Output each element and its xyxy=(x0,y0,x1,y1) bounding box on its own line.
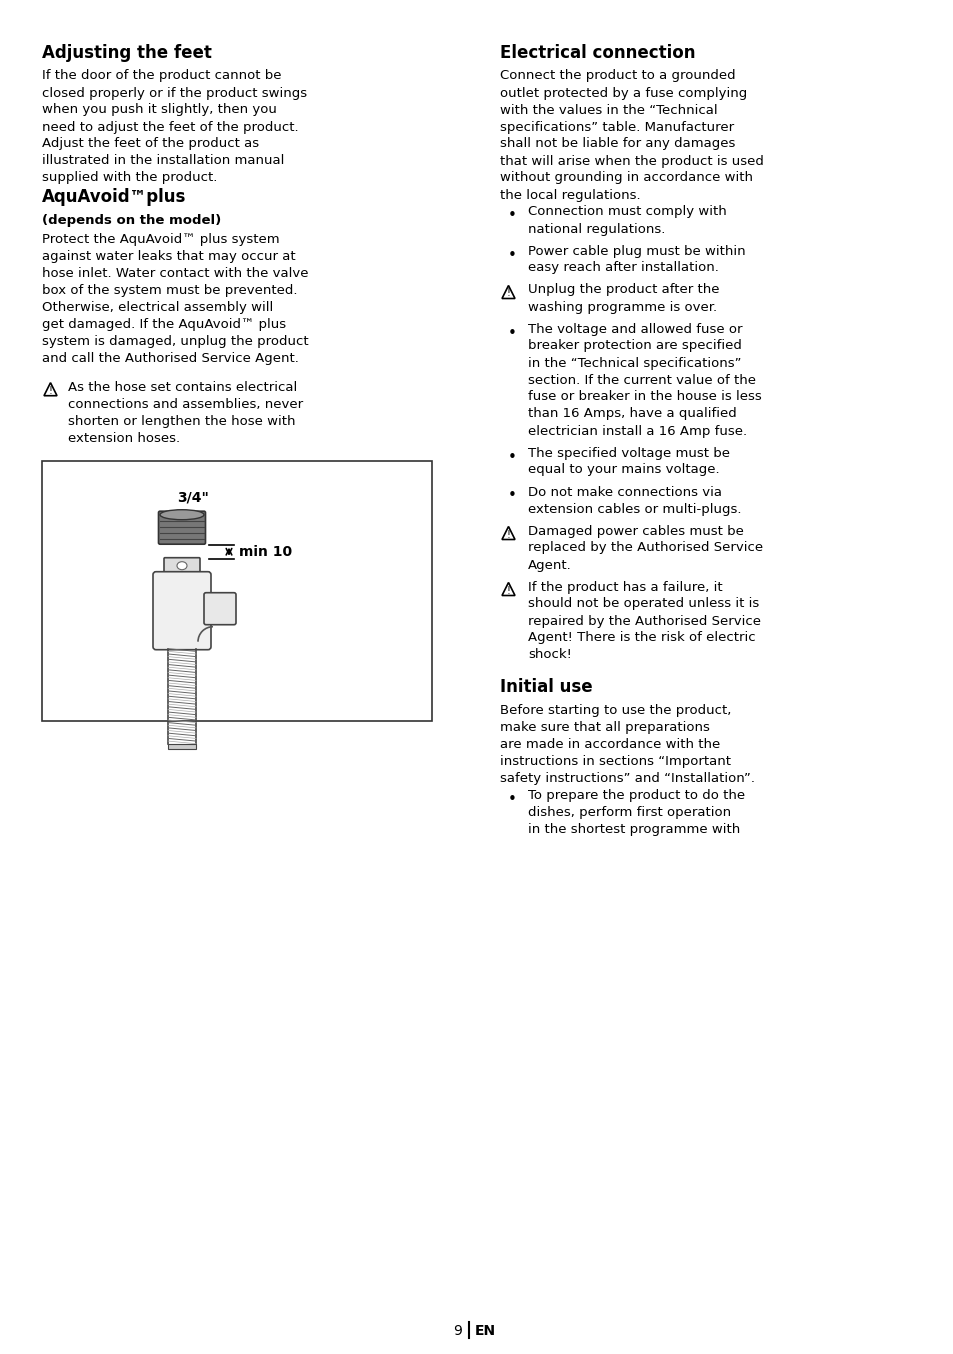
Text: !: ! xyxy=(506,529,510,539)
Text: Before starting to use the product,: Before starting to use the product, xyxy=(499,704,731,718)
Text: closed properly or if the product swings: closed properly or if the product swings xyxy=(42,87,307,99)
Text: and call the Authorised Service Agent.: and call the Authorised Service Agent. xyxy=(42,352,298,364)
Text: •: • xyxy=(507,792,517,807)
Text: •: • xyxy=(507,209,517,223)
Text: get damaged. If the AquAvoid™ plus: get damaged. If the AquAvoid™ plus xyxy=(42,318,286,330)
Text: repaired by the Authorised Service: repaired by the Authorised Service xyxy=(527,615,760,627)
Text: Electrical connection: Electrical connection xyxy=(499,43,695,62)
Text: illustrated in the installation manual: illustrated in the installation manual xyxy=(42,154,284,168)
Text: The specified voltage must be: The specified voltage must be xyxy=(527,447,729,459)
Text: box of the system must be prevented.: box of the system must be prevented. xyxy=(42,284,297,297)
Text: extension cables or multi-plugs.: extension cables or multi-plugs. xyxy=(527,502,740,516)
Bar xyxy=(168,743,195,749)
Text: against water leaks that may occur at: against water leaks that may occur at xyxy=(42,249,295,263)
Text: with the values in the “Technical: with the values in the “Technical xyxy=(499,103,717,116)
Text: Adjusting the feet: Adjusting the feet xyxy=(42,43,212,62)
Text: •: • xyxy=(507,325,517,340)
Text: section. If the current value of the: section. If the current value of the xyxy=(527,374,755,386)
Text: equal to your mains voltage.: equal to your mains voltage. xyxy=(527,463,719,477)
Text: Agent.: Agent. xyxy=(527,558,571,571)
Text: min 10: min 10 xyxy=(239,544,292,559)
Text: (depends on the model): (depends on the model) xyxy=(42,214,221,227)
Text: Do not make connections via: Do not make connections via xyxy=(527,486,721,498)
Text: EN: EN xyxy=(475,1324,496,1338)
FancyBboxPatch shape xyxy=(204,593,235,624)
Text: connections and assemblies, never: connections and assemblies, never xyxy=(68,398,303,410)
Text: !: ! xyxy=(49,386,52,395)
Text: electrician install a 16 Amp fuse.: electrician install a 16 Amp fuse. xyxy=(527,425,746,437)
Text: national regulations.: national regulations. xyxy=(527,222,664,236)
Text: Initial use: Initial use xyxy=(499,678,592,696)
Text: AquAvoid™plus: AquAvoid™plus xyxy=(42,188,186,207)
Text: need to adjust the feet of the product.: need to adjust the feet of the product. xyxy=(42,121,298,134)
Text: that will arise when the product is used: that will arise when the product is used xyxy=(499,154,763,168)
Text: Agent! There is the risk of electric: Agent! There is the risk of electric xyxy=(527,631,755,645)
Text: instructions in sections “Important: instructions in sections “Important xyxy=(499,756,730,768)
Bar xyxy=(42,460,432,720)
Text: in the “Technical specifications”: in the “Technical specifications” xyxy=(527,356,740,370)
Text: shall not be liable for any damages: shall not be liable for any damages xyxy=(499,138,735,150)
FancyBboxPatch shape xyxy=(164,558,200,574)
Text: 9: 9 xyxy=(453,1324,461,1338)
Text: easy reach after installation.: easy reach after installation. xyxy=(527,261,719,275)
Text: outlet protected by a fuse complying: outlet protected by a fuse complying xyxy=(499,87,746,99)
Text: safety instructions” and “Installation”.: safety instructions” and “Installation”. xyxy=(499,772,754,785)
Text: !: ! xyxy=(506,585,510,596)
Text: supplied with the product.: supplied with the product. xyxy=(42,172,217,184)
Text: To prepare the product to do the: To prepare the product to do the xyxy=(527,789,744,802)
Text: !: ! xyxy=(506,288,510,298)
Text: without grounding in accordance with: without grounding in accordance with xyxy=(499,172,752,184)
Text: in the shortest programme with: in the shortest programme with xyxy=(527,823,740,835)
Text: washing programme is over.: washing programme is over. xyxy=(527,301,717,314)
Text: the local regulations.: the local regulations. xyxy=(499,188,640,202)
Text: extension hoses.: extension hoses. xyxy=(68,432,180,444)
Text: when you push it slightly, then you: when you push it slightly, then you xyxy=(42,103,276,116)
Text: replaced by the Authorised Service: replaced by the Authorised Service xyxy=(527,542,762,555)
Text: system is damaged, unplug the product: system is damaged, unplug the product xyxy=(42,334,309,348)
Text: The voltage and allowed fuse or: The voltage and allowed fuse or xyxy=(527,322,741,336)
Text: Adjust the feet of the product as: Adjust the feet of the product as xyxy=(42,138,259,150)
Text: dishes, perform first operation: dishes, perform first operation xyxy=(527,806,730,819)
Text: If the door of the product cannot be: If the door of the product cannot be xyxy=(42,69,281,83)
Text: Protect the AquAvoid™ plus system: Protect the AquAvoid™ plus system xyxy=(42,233,279,245)
Text: •: • xyxy=(507,248,517,263)
Ellipse shape xyxy=(160,509,204,520)
FancyBboxPatch shape xyxy=(158,512,205,544)
Text: are made in accordance with the: are made in accordance with the xyxy=(499,738,720,751)
Ellipse shape xyxy=(177,562,187,570)
Text: As the hose set contains electrical: As the hose set contains electrical xyxy=(68,380,297,394)
Text: Unplug the product after the: Unplug the product after the xyxy=(527,283,719,297)
Text: 3/4": 3/4" xyxy=(177,490,209,505)
Text: Connection must comply with: Connection must comply with xyxy=(527,206,726,218)
Text: •: • xyxy=(507,489,517,504)
Text: shock!: shock! xyxy=(527,649,571,662)
Text: •: • xyxy=(507,450,517,464)
Text: than 16 Amps, have a qualified: than 16 Amps, have a qualified xyxy=(527,408,736,421)
Text: If the product has a failure, it: If the product has a failure, it xyxy=(527,581,721,593)
Text: hose inlet. Water contact with the valve: hose inlet. Water contact with the valve xyxy=(42,267,308,280)
Text: shorten or lengthen the hose with: shorten or lengthen the hose with xyxy=(68,414,295,428)
Text: make sure that all preparations: make sure that all preparations xyxy=(499,720,709,734)
Text: breaker protection are specified: breaker protection are specified xyxy=(527,340,741,352)
FancyBboxPatch shape xyxy=(152,571,211,650)
Text: should not be operated unless it is: should not be operated unless it is xyxy=(527,597,759,611)
Text: Damaged power cables must be: Damaged power cables must be xyxy=(527,524,743,538)
Text: Otherwise, electrical assembly will: Otherwise, electrical assembly will xyxy=(42,301,273,314)
Text: specifications” table. Manufacturer: specifications” table. Manufacturer xyxy=(499,121,734,134)
Text: Power cable plug must be within: Power cable plug must be within xyxy=(527,245,745,257)
Text: Connect the product to a grounded: Connect the product to a grounded xyxy=(499,69,735,83)
Text: fuse or breaker in the house is less: fuse or breaker in the house is less xyxy=(527,390,760,403)
